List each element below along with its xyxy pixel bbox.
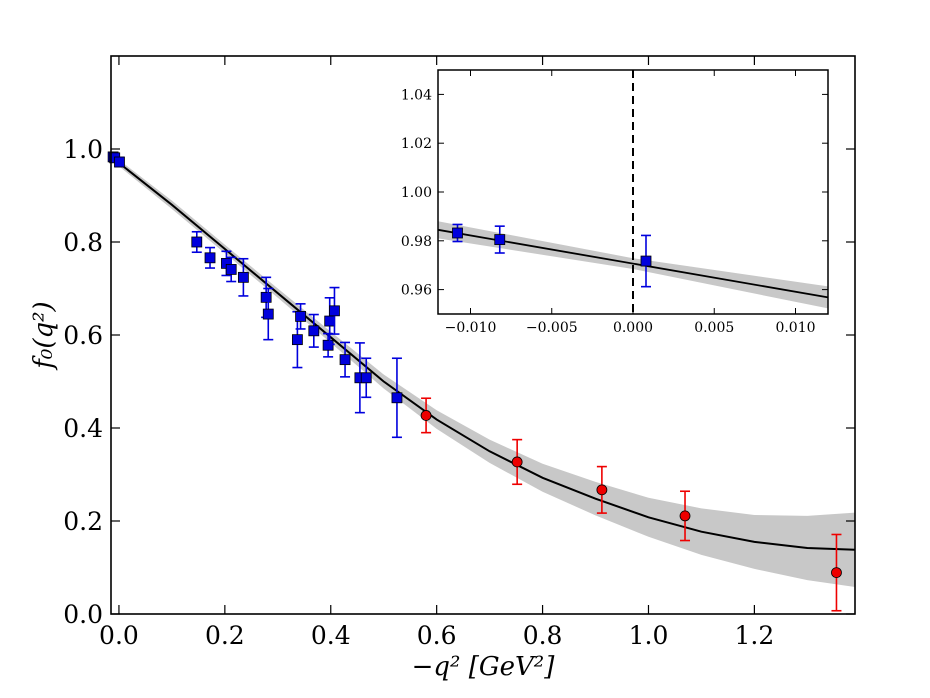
inset-data-points <box>452 223 652 288</box>
blue-square-point <box>354 342 366 414</box>
x-tick-label: 0.4 <box>311 621 351 650</box>
blue-square-point <box>339 341 351 378</box>
red-circle-point <box>831 533 842 612</box>
square-marker <box>329 305 340 317</box>
square-marker <box>262 308 274 320</box>
circle-marker <box>596 484 608 496</box>
square-marker <box>322 339 334 351</box>
main-data-points <box>107 151 842 612</box>
square-marker <box>640 255 652 267</box>
y-tick-label: 0.8 <box>63 228 103 257</box>
square-marker <box>191 236 203 248</box>
square-marker <box>237 271 249 283</box>
inset-y-tick-label: 1.04 <box>401 87 432 103</box>
inset-x-tick-label: 0.005 <box>694 320 734 336</box>
main-confidence-band <box>111 152 855 587</box>
square-marker <box>391 392 403 404</box>
x-tick-label: 0.6 <box>417 621 457 650</box>
square-marker <box>308 325 320 337</box>
square-marker <box>295 310 306 322</box>
circle-marker <box>420 410 432 421</box>
y-tick-label: 0.2 <box>63 507 103 536</box>
blue-square-point <box>295 303 306 330</box>
inset-y-tick-label: 1.00 <box>401 185 432 201</box>
inset-x-tick-label: −0.010 <box>445 320 497 336</box>
blue-square-point <box>308 313 320 348</box>
inset-axis-ticks: −0.010 −0.005 0.000 0.005 0.010 0.96 0.98 1.00 1… <box>401 70 828 336</box>
square-marker <box>204 252 216 264</box>
square-marker <box>494 234 506 245</box>
x-tick-label: 1.0 <box>629 621 669 650</box>
red-circle-point <box>511 438 523 486</box>
blue-square-point <box>237 257 249 297</box>
inset-square-point <box>494 225 506 254</box>
circle-marker <box>511 456 523 468</box>
blue-square-point <box>262 287 274 341</box>
x-tick-label: 1.2 <box>735 621 775 650</box>
inset-square-point <box>640 234 652 288</box>
blue-square-point <box>204 246 216 269</box>
inset-y-tick-label: 0.98 <box>401 234 432 250</box>
x-tick-label: 0.8 <box>523 621 563 650</box>
inset-x-tick-label: 0.010 <box>775 320 815 336</box>
inset-y-tick-label: 0.96 <box>401 283 432 299</box>
inset-x-tick-label: 0.000 <box>613 320 653 336</box>
blue-square-point <box>360 357 372 399</box>
y-tick-label: 1.0 <box>63 135 103 164</box>
main-fit-curve <box>110 155 856 551</box>
x-tick-label: 0.2 <box>205 621 245 650</box>
blue-square-point <box>391 357 403 439</box>
inset-confidence-band <box>438 221 828 309</box>
square-marker <box>339 354 351 366</box>
circle-marker <box>831 567 842 579</box>
square-marker <box>452 227 463 239</box>
main-y-axis-label: f₀(q²) <box>29 301 59 370</box>
square-marker <box>260 291 272 303</box>
main-axis-ticks: 0.0 0.2 0.4 0.6 0.8 1.0 1.2 0.0 0.2 0.4 0.6 0.8 1.0 <box>63 56 855 650</box>
red-circle-point <box>596 465 608 514</box>
inset-plot: −0.010 −0.005 0.000 0.005 0.010 0.96 0.98 1.00 1… <box>401 69 829 336</box>
red-circle-point <box>679 490 691 542</box>
blue-square-point <box>191 230 203 254</box>
inset-square-point <box>452 223 463 243</box>
x-tick-label: 0.0 <box>99 621 139 650</box>
red-circle-point <box>420 397 432 434</box>
square-marker <box>291 334 303 346</box>
y-tick-label: 0.4 <box>63 414 103 443</box>
blue-square-point <box>225 256 237 283</box>
y-tick-label: 0.0 <box>63 600 103 629</box>
circle-marker <box>679 510 691 522</box>
square-marker <box>114 156 125 168</box>
square-marker <box>360 372 372 384</box>
main-plot: 0.0 0.2 0.4 0.6 0.8 1.0 1.20.00.20.40.60.81.0 … <box>29 55 856 682</box>
inset-y-tick-label: 1.02 <box>401 136 432 152</box>
y-tick-label: 0.6 <box>63 321 103 350</box>
square-marker <box>225 264 237 275</box>
main-x-axis-label: −q² [GeV²] <box>412 652 556 682</box>
square-marker <box>324 315 336 327</box>
inset-x-tick-label: −0.005 <box>526 320 578 336</box>
blue-square-point <box>329 286 340 335</box>
blue-square-point <box>114 156 125 168</box>
